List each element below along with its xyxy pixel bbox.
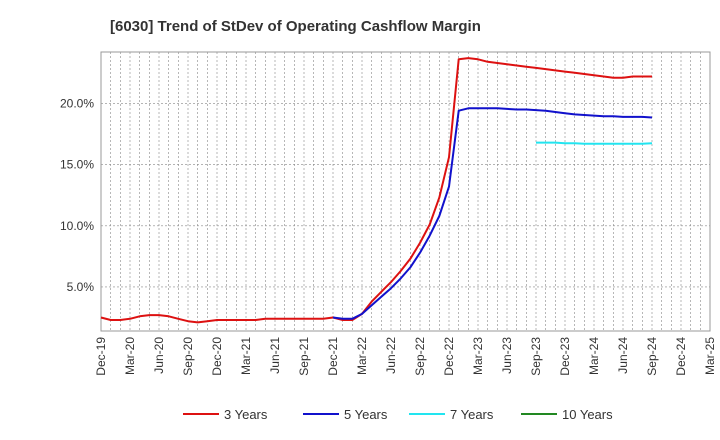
y-tick-label: 5.0%: [67, 280, 95, 294]
y-tick-label: 10.0%: [60, 219, 94, 233]
y-tick-label: 20.0%: [60, 96, 94, 110]
legend: 3 Years 5 Years 7 Years 10 Years: [183, 407, 613, 422]
x-tick-label: Sep-23: [529, 337, 543, 376]
x-tick-label: Sep-20: [181, 337, 195, 376]
series-line-7-years: [536, 141, 653, 145]
legend-label: 3 Years: [224, 407, 268, 422]
x-tick-label: Mar-20: [123, 337, 137, 375]
x-tick-label: Sep-24: [645, 337, 659, 376]
legend-label: 7 Years: [450, 407, 494, 422]
x-tick-label: Jun-24: [616, 337, 630, 374]
y-tick-label: 15.0%: [60, 158, 94, 172]
series-layer: [100, 57, 653, 324]
x-tick-label: Dec-21: [326, 337, 340, 376]
legend-label: 10 Years: [562, 407, 613, 422]
x-tick-label: Mar-21: [239, 337, 253, 375]
legend-label: 5 Years: [344, 407, 388, 422]
x-tick-label: Mar-24: [587, 337, 601, 375]
x-tick-label: Mar-22: [355, 337, 369, 375]
x-tick-label: Dec-20: [210, 337, 224, 376]
x-tick-label: Dec-19: [94, 337, 108, 376]
x-tick-label: Dec-23: [558, 337, 572, 376]
chart-title: [6030] Trend of StDev of Operating Cashf…: [110, 18, 481, 35]
x-tick-label: Jun-21: [268, 337, 282, 374]
x-tick-label: Sep-21: [297, 337, 311, 376]
x-tick-label: Dec-22: [442, 337, 456, 376]
plot-area: [100, 51, 711, 332]
series-line-5-years: [332, 107, 653, 320]
x-tick-label: Mar-23: [471, 337, 485, 375]
series-line-3-years: [100, 57, 652, 324]
x-tick-label: Jun-23: [500, 337, 514, 374]
x-tick-label: Jun-22: [384, 337, 398, 374]
x-axis-ticks: Dec-19 Mar-20 Jun-20 Sep-20 Dec-20 Mar-21 Jun-…: [94, 337, 717, 376]
x-tick-label: Mar-25: [703, 337, 717, 375]
x-tick-label: Dec-24: [674, 337, 688, 376]
x-tick-label: Sep-22: [413, 337, 427, 376]
y-axis-ticks: 5.0% 10.0% 15.0% 20.0%: [60, 96, 94, 294]
grid-lines: [100, 52, 711, 331]
x-tick-label: Jun-20: [152, 337, 166, 374]
